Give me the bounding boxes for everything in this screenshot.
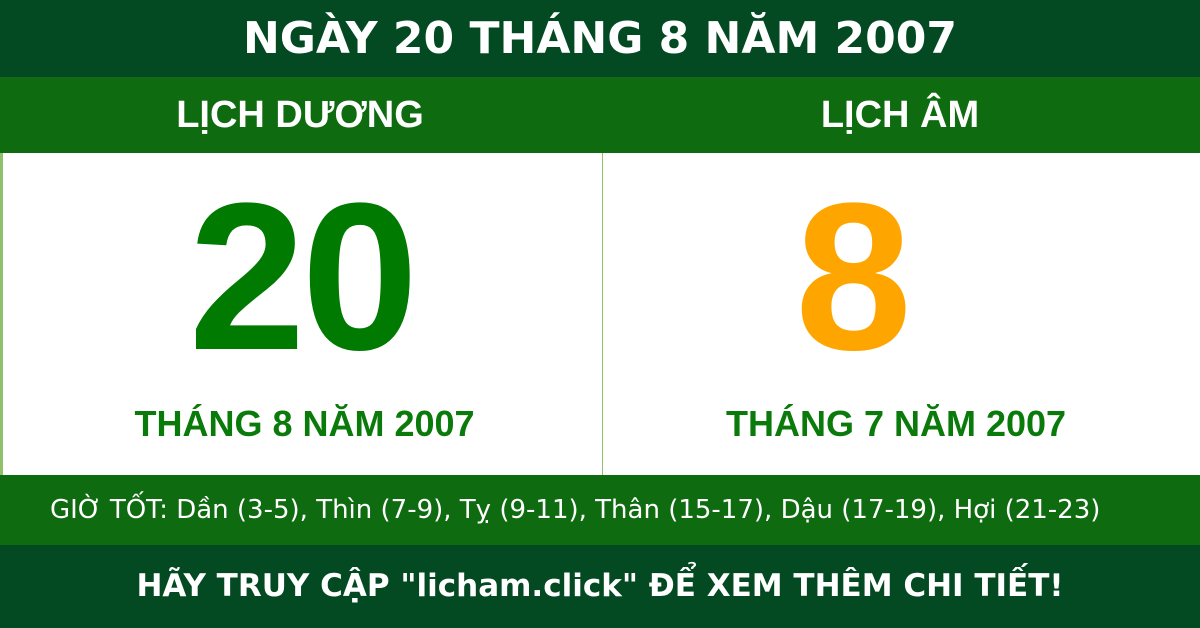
- page-title: NGÀY 20 THÁNG 8 NĂM 2007: [0, 0, 1200, 77]
- lunar-day: 8: [795, 159, 912, 394]
- solar-calendar-label: LỊCH DƯƠNG: [176, 94, 424, 136]
- lunar-calendar-label: LỊCH ÂM: [820, 94, 980, 136]
- solar-day: 20: [188, 159, 419, 394]
- lunar-month-year: THÁNG 7 NĂM 2007: [725, 403, 1067, 444]
- good-hours: GIỜ TỐT: Dần (3-5), Thìn (7-9), Tỵ (9-11…: [0, 475, 1200, 545]
- footer-cta: HÃY TRUY CẬP "licham.click" ĐỂ XEM THÊM …: [0, 545, 1200, 628]
- column-headers: LỊCH DƯƠNG LỊCH ÂM: [0, 77, 1200, 153]
- divider: [602, 153, 603, 475]
- solar-month-year: THÁNG 8 NĂM 2007: [134, 403, 475, 444]
- calendar-panel: 20 8 THÁNG 8 NĂM 2007 THÁNG 7 NĂM 2007: [0, 153, 1200, 475]
